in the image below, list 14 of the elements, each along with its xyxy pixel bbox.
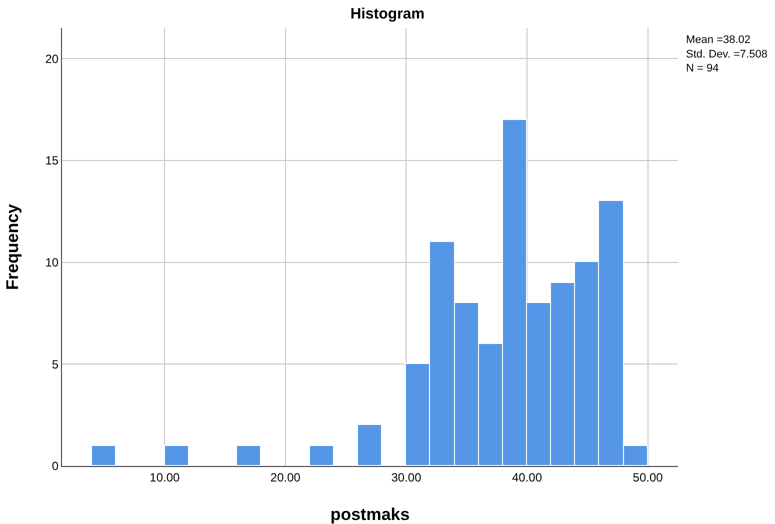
x-tick-label: 50.00 — [632, 470, 664, 484]
y-tick-label: 5 — [52, 357, 59, 372]
y-tick-label: 20 — [45, 52, 59, 66]
text: Mean =38.02 Std. Dev. =7.508 N = 94 — [686, 34, 768, 75]
y-tick-label: 15 — [45, 154, 59, 168]
x-tick-label: 20.00 — [270, 470, 301, 484]
x-tick-label: 10.00 — [150, 470, 180, 484]
x-axis-title: postmaks — [330, 505, 410, 524]
y-tick-label: 0 — [52, 459, 59, 474]
y-axis-title: Frequency — [3, 203, 22, 290]
y-tick-label: 10 — [45, 255, 59, 270]
chart-title: Histogram — [350, 5, 425, 22]
x-tick-label: 40.00 — [512, 470, 542, 484]
x-tick-label: 30.00 — [391, 470, 422, 484]
